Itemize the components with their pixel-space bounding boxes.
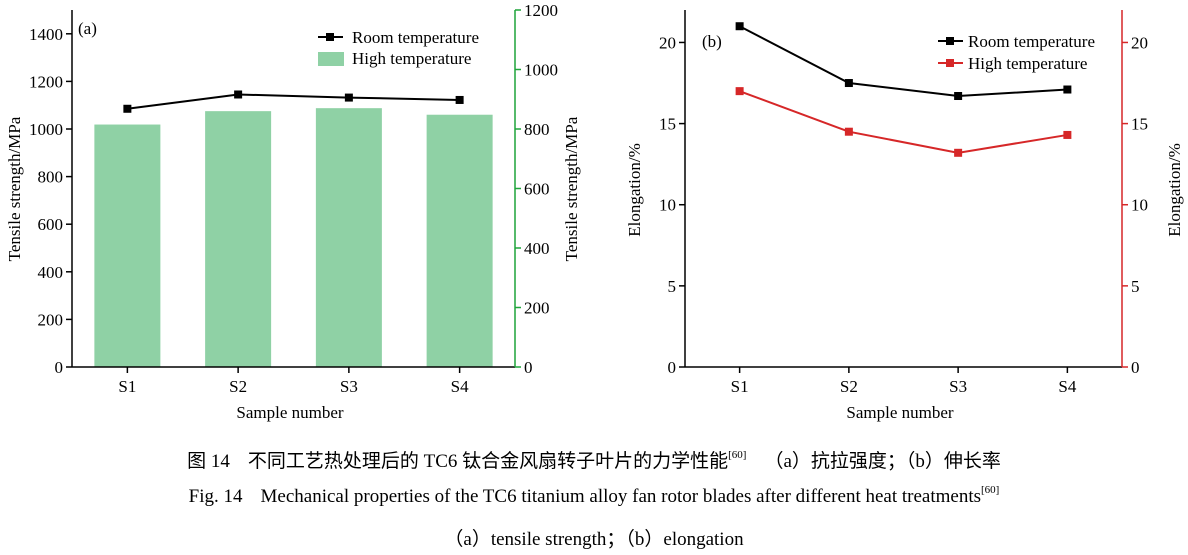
- point-room-s3: [344, 93, 353, 102]
- bar-high-s4: [426, 114, 493, 367]
- tick-label-b-x: S1: [731, 377, 749, 396]
- tick-label-b-x: S2: [840, 377, 858, 396]
- point-b-series-1-s4: [1063, 130, 1072, 139]
- tick-label-a-left: 800: [38, 168, 64, 187]
- point-b-series-0-s3: [954, 92, 963, 101]
- panel-b-ylabel-left: Elongation/%: [625, 143, 644, 236]
- panel-a-label: (a): [78, 19, 97, 38]
- tick-label-a-left: 1200: [29, 72, 63, 91]
- caption-en-sub: （a）tensile strength；（b）elongation: [444, 529, 744, 550]
- legend-b-high-marker: [946, 59, 954, 67]
- tick-label-b-left: 5: [668, 277, 677, 296]
- bar-high-s3: [315, 108, 382, 368]
- point-room-s1: [123, 104, 132, 113]
- panel-b-ylabel-right: Elongation/%: [1165, 143, 1184, 236]
- tick-label-b-right: 20: [1131, 33, 1148, 52]
- line-b-series-0: [739, 25, 1068, 98]
- tick-label-a-left: 1400: [29, 25, 63, 44]
- legend-b-high-label: High temperature: [968, 54, 1087, 73]
- tick-label-a-x: S2: [229, 377, 247, 396]
- panel-b-legend: Room temperature High temperature: [938, 32, 1095, 73]
- legend-b-room-label: Room temperature: [968, 32, 1095, 51]
- tick-label-a-left: 0: [55, 358, 64, 377]
- legend-a-room-marker: [326, 33, 334, 41]
- tick-label-a-right: 0: [524, 358, 533, 377]
- panel-a-xlabel: Sample number: [236, 403, 344, 422]
- legend-a-high-label: High temperature: [352, 49, 471, 68]
- point-b-series-0-s4: [1063, 85, 1072, 94]
- tick-label-a-x: S1: [118, 377, 136, 396]
- panel-a-legend: Room temperature High temperature: [318, 28, 479, 68]
- legend-a-room-label: Room temperature: [352, 28, 479, 47]
- legend-a-high-swatch: [318, 52, 344, 66]
- tick-label-b-x: S3: [949, 377, 967, 396]
- caption-en-fig: Fig. 14: [188, 486, 243, 507]
- bar-high-s1: [94, 124, 161, 367]
- tick-label-b-right: 10: [1131, 196, 1148, 215]
- caption-en-ref: [60]: [981, 484, 1000, 496]
- tick-label-a-right: 800: [524, 120, 550, 139]
- tick-label-a-left: 200: [38, 310, 64, 329]
- caption-cn: 图 14 不同工艺热处理后的 TC6 钛合金风扇转子叶片的力学性能[60] （a）抗…: [0, 446, 1188, 473]
- tick-label-b-right: 0: [1131, 358, 1140, 377]
- tick-label-a-x: S3: [340, 377, 358, 396]
- tick-label-b-x: S4: [1058, 377, 1076, 396]
- legend-b-room-marker: [946, 37, 954, 45]
- tick-label-a-left: 600: [38, 215, 64, 234]
- panel-b-elongation: 0 0 5 5 10 10 15 15 20 20 S1 S2 S3 S4 (b) Room temper…: [625, 10, 1184, 422]
- tick-label-a-right: 1200: [524, 1, 558, 20]
- tick-label-a-right: 200: [524, 299, 550, 318]
- panel-b-label: (b): [702, 32, 722, 51]
- bar-high-s2: [205, 111, 272, 368]
- tick-label-a-right: 1000: [524, 61, 558, 80]
- point-room-s2: [234, 90, 243, 99]
- line-room-temperature-a: [127, 93, 460, 110]
- tick-label-a-left: 400: [38, 263, 64, 282]
- caption-cn-text: 不同工艺热处理后的 TC6 钛合金风扇转子叶片的力学性能: [247, 451, 729, 472]
- line-b-series-1: [739, 90, 1068, 154]
- caption-en-text: Mechanical properties of the TC6 titaniu…: [260, 486, 982, 507]
- point-room-s4: [455, 95, 464, 104]
- point-b-series-1-s2: [844, 127, 853, 136]
- tick-label-a-x: S4: [451, 377, 469, 396]
- tick-label-b-left: 15: [659, 115, 676, 134]
- panel-a-tensile-strength: 0 200 400 600 800 1000 1200 1400 0 200 400 600 800 10…: [5, 1, 581, 422]
- caption-en: Fig. 14 Mechanical properties of the TC6 …: [0, 484, 1188, 508]
- tick-label-b-left: 0: [668, 358, 677, 377]
- panel-a-ylabel-left: Tensile strength/MPa: [5, 116, 24, 261]
- tick-label-b-left: 10: [659, 196, 676, 215]
- tick-label-a-right: 600: [524, 180, 550, 199]
- point-b-series-1-s1: [735, 87, 744, 96]
- point-b-series-0-s1: [735, 22, 744, 31]
- figure: 0200400600800100012001400020040060080010…: [5, 1, 1184, 422]
- point-b-series-0-s2: [844, 79, 853, 88]
- panel-a-ylabel-right: Tensile strength/MPa: [562, 116, 581, 261]
- tick-label-a-right: 400: [524, 239, 550, 258]
- caption-cn-ref: [60]: [728, 449, 747, 461]
- tick-label-b-left: 20: [659, 33, 676, 52]
- caption-cn-sub: （a）抗拉强度；（b）伸长率: [764, 451, 1001, 472]
- tick-label-b-right: 5: [1131, 277, 1140, 296]
- caption-cn-fig: 图 14: [187, 451, 230, 472]
- tick-label-b-right: 15: [1131, 115, 1148, 134]
- tick-label-a-left: 1000: [29, 120, 63, 139]
- panel-b-xlabel: Sample number: [846, 403, 954, 422]
- point-b-series-1-s3: [954, 148, 963, 157]
